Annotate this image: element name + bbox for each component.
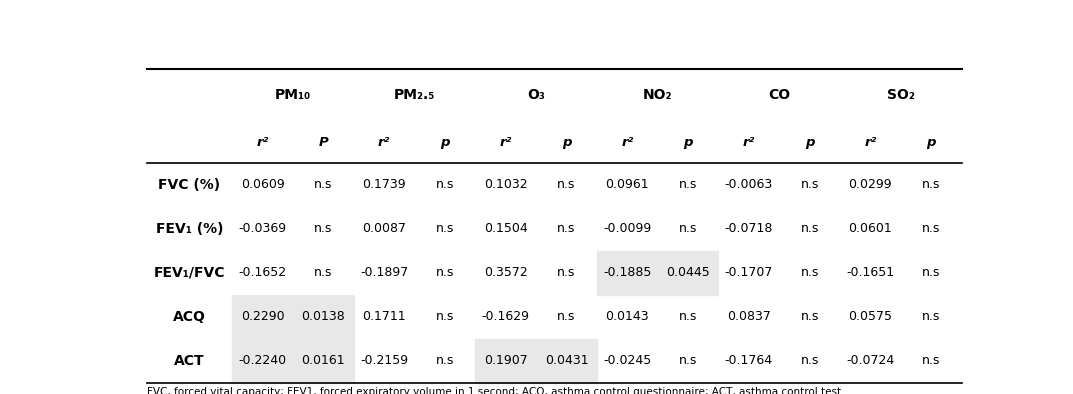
Text: n.s: n.s: [436, 266, 454, 279]
Text: 0.0143: 0.0143: [605, 310, 649, 323]
Text: 0.1711: 0.1711: [363, 310, 406, 323]
Text: n.s: n.s: [436, 354, 454, 367]
Text: -0.1885: -0.1885: [603, 266, 651, 279]
Text: n.s: n.s: [800, 354, 819, 367]
Text: n.s: n.s: [557, 222, 575, 235]
Text: n.s: n.s: [314, 222, 333, 235]
Text: -0.0718: -0.0718: [724, 222, 773, 235]
Text: n.s: n.s: [679, 354, 697, 367]
Text: r²: r²: [621, 136, 633, 149]
Bar: [232, 295, 293, 338]
Text: n.s: n.s: [557, 178, 575, 191]
Text: 0.0601: 0.0601: [849, 222, 893, 235]
Text: n.s: n.s: [436, 178, 454, 191]
Text: p: p: [561, 136, 571, 149]
Text: n.s: n.s: [922, 222, 940, 235]
Text: n.s: n.s: [922, 354, 940, 367]
Text: -0.2159: -0.2159: [361, 354, 408, 367]
Bar: [293, 295, 354, 338]
Text: CO: CO: [768, 88, 790, 102]
Text: p: p: [805, 136, 814, 149]
Text: n.s: n.s: [679, 310, 697, 323]
Text: n.s: n.s: [436, 222, 454, 235]
Text: 0.0837: 0.0837: [726, 310, 770, 323]
Bar: [293, 338, 354, 383]
Text: -0.1764: -0.1764: [724, 354, 773, 367]
Text: n.s: n.s: [557, 266, 575, 279]
Bar: [597, 251, 658, 295]
Text: p: p: [440, 136, 450, 149]
Text: 0.0961: 0.0961: [605, 178, 649, 191]
Text: 0.1907: 0.1907: [484, 354, 528, 367]
Text: 0.0575: 0.0575: [849, 310, 893, 323]
Text: 0.0431: 0.0431: [545, 354, 588, 367]
Text: r²: r²: [864, 136, 877, 149]
Text: n.s: n.s: [436, 310, 454, 323]
Text: n.s: n.s: [922, 310, 940, 323]
Text: -0.1707: -0.1707: [724, 266, 773, 279]
Text: -0.0369: -0.0369: [238, 222, 286, 235]
Text: FVC (%): FVC (%): [159, 178, 220, 191]
Text: 0.1032: 0.1032: [484, 178, 528, 191]
Text: FEV₁/FVC: FEV₁/FVC: [153, 266, 225, 279]
Text: NO₂: NO₂: [643, 88, 673, 102]
Text: -0.1629: -0.1629: [482, 310, 530, 323]
Text: n.s: n.s: [922, 178, 940, 191]
Text: 0.0161: 0.0161: [302, 354, 346, 367]
Bar: [475, 338, 536, 383]
Text: -0.1651: -0.1651: [847, 266, 895, 279]
Text: n.s: n.s: [314, 266, 333, 279]
Text: r²: r²: [743, 136, 755, 149]
Text: FVC, forced vital capacity; FEV1, forced expiratory volume in 1 second; ACQ, ast: FVC, forced vital capacity; FEV1, forced…: [147, 387, 841, 394]
Text: n.s: n.s: [679, 178, 697, 191]
Bar: [536, 338, 597, 383]
Text: n.s: n.s: [314, 178, 333, 191]
Text: 0.1739: 0.1739: [363, 178, 406, 191]
Text: n.s: n.s: [800, 310, 819, 323]
Bar: [232, 338, 293, 383]
Text: n.s: n.s: [922, 266, 940, 279]
Text: 0.1504: 0.1504: [484, 222, 528, 235]
Text: 0.3572: 0.3572: [484, 266, 528, 279]
Text: n.s: n.s: [800, 222, 819, 235]
Text: FEV₁ (%): FEV₁ (%): [156, 221, 223, 236]
Text: ACQ: ACQ: [173, 310, 206, 323]
Bar: [658, 251, 719, 295]
Text: r²: r²: [378, 136, 391, 149]
Text: r²: r²: [500, 136, 512, 149]
Text: -0.2240: -0.2240: [238, 354, 286, 367]
Text: PM₁₀: PM₁₀: [275, 88, 311, 102]
Text: 0.2290: 0.2290: [240, 310, 284, 323]
Text: 0.0087: 0.0087: [362, 222, 406, 235]
Text: -0.1652: -0.1652: [238, 266, 286, 279]
Text: n.s: n.s: [800, 266, 819, 279]
Text: P: P: [319, 136, 328, 149]
Text: n.s: n.s: [800, 178, 819, 191]
Text: PM₂.₅: PM₂.₅: [394, 88, 436, 102]
Text: 0.0609: 0.0609: [240, 178, 284, 191]
Text: -0.0724: -0.0724: [847, 354, 895, 367]
Text: r²: r²: [256, 136, 268, 149]
Text: n.s: n.s: [679, 222, 697, 235]
Text: n.s: n.s: [557, 310, 575, 323]
Text: 0.0138: 0.0138: [302, 310, 346, 323]
Text: SO₂: SO₂: [886, 88, 914, 102]
Text: -0.0245: -0.0245: [603, 354, 651, 367]
Text: p: p: [926, 136, 936, 149]
Text: ACT: ACT: [174, 353, 205, 368]
Text: -0.0099: -0.0099: [603, 222, 651, 235]
Text: p: p: [684, 136, 693, 149]
Text: 0.0299: 0.0299: [849, 178, 892, 191]
Text: O₃: O₃: [527, 88, 545, 102]
Text: -0.1897: -0.1897: [361, 266, 408, 279]
Text: -0.0063: -0.0063: [724, 178, 773, 191]
Text: 0.0445: 0.0445: [666, 266, 710, 279]
